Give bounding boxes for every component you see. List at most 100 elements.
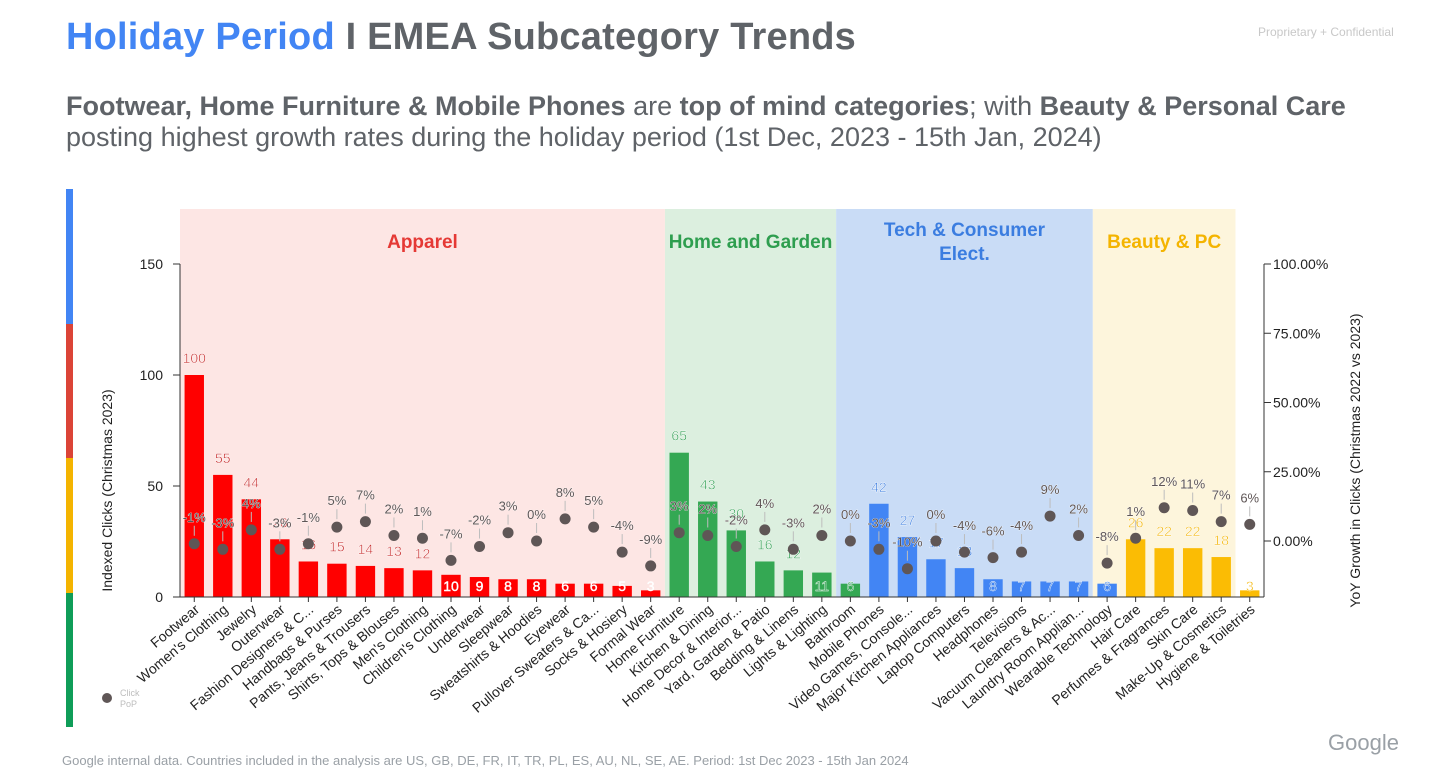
value-label-17: 65 (671, 428, 687, 444)
value-label-22: 11 (815, 578, 830, 594)
growth-label-10: -2% (468, 513, 492, 528)
growth-label-32: -8% (1096, 529, 1120, 544)
growth-label-11: 3% (499, 499, 518, 514)
bar-4 (298, 561, 319, 597)
growth-label-24: -3% (867, 515, 891, 530)
growth-dot-18 (702, 529, 714, 541)
group-bg-1 (664, 209, 837, 597)
growth-label-33: 1% (1126, 504, 1145, 519)
growth-dot-27 (958, 546, 970, 558)
value-label-15: 5 (618, 578, 626, 594)
growth-label-34: 12% (1151, 474, 1177, 489)
bar-12 (526, 579, 547, 597)
value-label-5: 15 (329, 539, 345, 555)
group-label-0: Apparel (387, 232, 458, 253)
growth-dot-17 (673, 527, 685, 539)
title-accent: Holiday Period (66, 16, 335, 58)
brand-color-stripe (66, 189, 73, 727)
value-label-35: 22 (1185, 523, 1201, 539)
bar-21 (783, 570, 804, 597)
growth-dot-36 (1215, 516, 1227, 528)
value-label-18: 43 (700, 477, 716, 493)
growth-dot-7 (388, 529, 400, 541)
subtitle-top-of-mind: top of mind categories (679, 91, 970, 121)
growth-dot-16 (645, 560, 657, 572)
growth-label-27: -4% (953, 518, 977, 533)
bar-34 (1154, 548, 1174, 597)
stripe-segment-blue (66, 189, 73, 324)
value-label-28: 8 (989, 578, 997, 594)
y2-tick-label-1: 25.00% (1273, 464, 1320, 480)
growth-legend: Click PoP (102, 688, 140, 710)
growth-label-8: 1% (413, 504, 432, 519)
bar-2 (241, 499, 262, 597)
subtitle-beauty: Beauty & Personal Care (1039, 91, 1346, 121)
growth-label-25: -10% (892, 535, 923, 550)
value-label-12: 8 (533, 578, 541, 594)
growth-label-14: 5% (584, 493, 603, 508)
growth-label-19: -2% (725, 513, 749, 528)
y2-tick-label-3: 75.00% (1273, 325, 1320, 341)
value-label-2: 44 (244, 474, 260, 490)
growth-label-18: 2% (698, 501, 717, 516)
value-label-29: 7 (1018, 578, 1026, 594)
value-label-3: 26 (272, 514, 288, 530)
bar-6 (355, 565, 376, 597)
bar-33 (1125, 539, 1146, 597)
growth-dot-13 (559, 513, 571, 525)
bar-13 (555, 583, 575, 597)
growth-label-7: 2% (385, 501, 404, 516)
bar-37 (1240, 590, 1260, 597)
growth-label-4: -1% (297, 510, 321, 525)
y-axis-title: Indexed Clicks (Christmas 2023) (99, 389, 115, 591)
growth-label-36: 7% (1212, 488, 1231, 503)
value-label-30: 7 (1046, 578, 1054, 594)
growth-dot-33 (1130, 532, 1142, 544)
growth-dot-19 (730, 541, 742, 553)
value-label-13: 6 (561, 578, 569, 594)
bar-9 (441, 574, 461, 597)
footer-note: Google internal data. Countries included… (62, 753, 909, 768)
growth-label-22: 2% (812, 501, 831, 516)
bar-17 (669, 452, 689, 597)
bar-30 (1040, 581, 1060, 597)
bar-26 (926, 559, 946, 597)
growth-dot-6 (359, 516, 371, 528)
growth-dot-8 (416, 532, 428, 544)
growth-label-23: 0% (841, 507, 860, 522)
value-label-37: 3 (1246, 578, 1254, 594)
subtitle-text-2: ; with (969, 91, 1040, 121)
growth-label-28: -6% (981, 524, 1005, 539)
bar-8 (412, 570, 433, 597)
growth-dot-26 (930, 535, 942, 547)
y-tick-label-1: 50 (147, 478, 163, 494)
y2-axis-title: YoY Growth in Clicks (Christmas 2022 vs … (1347, 313, 1363, 607)
value-label-32: 6 (1103, 578, 1111, 594)
growth-dot-37 (1244, 518, 1256, 530)
growth-dot-22 (816, 529, 828, 541)
axes: 0 50 100 150 Indexed Clicks (Christmas 2023)… (99, 256, 1363, 608)
value-label-14: 6 (590, 578, 598, 594)
y2-tick-label-2: 50.00% (1273, 395, 1320, 411)
growth-label-31: 2% (1069, 501, 1088, 516)
confidential-label: Proprietary + Confidential (1258, 25, 1394, 39)
growth-dot-28 (987, 552, 999, 564)
subtitle: Footwear, Home Furniture & Mobile Phones… (66, 91, 1356, 153)
value-label-11: 8 (504, 578, 512, 594)
value-label-9: 10 (443, 578, 459, 594)
bar-16 (640, 590, 661, 597)
growth-dot-32 (1101, 557, 1113, 569)
y2-tick-label-4: 100.00% (1273, 256, 1328, 272)
group-label-3: Beauty & PC (1107, 232, 1221, 253)
growth-label-35: 11% (1180, 477, 1205, 492)
growth-label-21: -3% (782, 515, 806, 530)
growth-label-17: 3% (670, 499, 689, 514)
value-label-23: 6 (846, 578, 854, 594)
growth-dot-21 (787, 543, 799, 555)
growth-label-13: 8% (556, 485, 575, 500)
growth-label-15: -4% (611, 518, 635, 533)
growth-dot-24 (873, 543, 885, 555)
group-label-2-line2: Elect. (939, 244, 990, 265)
bar-14 (583, 583, 604, 597)
